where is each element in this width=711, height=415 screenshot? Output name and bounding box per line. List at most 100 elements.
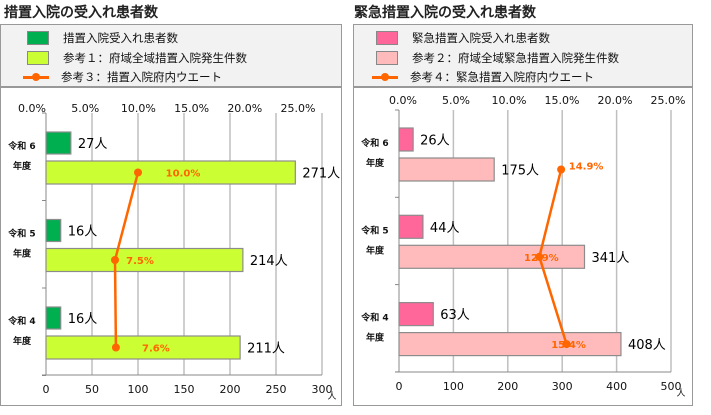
legend-item: 参考３：措置入院府内ウエート [1, 67, 222, 87]
category-label: 令和 5 [360, 224, 388, 236]
legend-item: 緊急措置入院受入れ患者数 [354, 28, 550, 48]
bar [398, 214, 424, 239]
bar-data-label: 26人 [420, 134, 450, 149]
legend-line-marker-icon [23, 71, 49, 83]
top-tick-label: 15.0% [545, 94, 580, 107]
top-tick-label: 0.0% [18, 102, 46, 115]
bar-data-label: 341人 [592, 251, 630, 266]
x-tick-label: 150 [174, 383, 195, 396]
chart-title: 措置入院の受入れ患者数 [4, 5, 158, 21]
x-tick-label: 300 [552, 380, 573, 393]
legend-swatch [27, 51, 49, 65]
legend-label: 措置入院受入れ患者数 [63, 31, 178, 45]
legend-swatch [376, 31, 398, 45]
category-label: 令和 4 [360, 312, 388, 324]
bar [398, 302, 434, 327]
x-tick-label: 400 [606, 380, 627, 393]
line-data-label: 14.9% [569, 162, 604, 173]
legend-label: 参考３：措置入院府内ウエート [61, 70, 222, 84]
line-point [535, 252, 544, 261]
bar-data-label: 44人 [430, 221, 460, 236]
bar [398, 332, 622, 357]
legend-item: 措置入院受入れ患者数 [1, 28, 178, 48]
x-tick-label: 100 [128, 383, 149, 396]
top-tick-label: 15.0% [174, 102, 209, 115]
top-tick-label: 5.0% [442, 94, 470, 107]
top-tick-label: 25.0% [281, 102, 316, 115]
legend-item: 参考２：府域全域緊急措置入院発生件数 [354, 48, 619, 68]
top-tick-label: 10.0% [121, 102, 156, 115]
x-tick-label: 100 [443, 380, 464, 393]
category-label: 令和 5 [7, 228, 35, 240]
bar-data-label: 16人 [68, 312, 98, 327]
top-tick-label: 25.0% [651, 94, 686, 107]
x-tick-label: 300 [312, 383, 333, 396]
category-label: 令和 4 [7, 315, 35, 327]
legend-swatch [27, 31, 49, 45]
category-label: 年度 [366, 157, 385, 169]
line-data-label: 10.0% [166, 169, 201, 180]
bar-data-label: 27人 [78, 137, 108, 152]
line-data-label: 7.5% [126, 256, 154, 267]
line-data-label: 7.6% [142, 344, 170, 355]
x-tick-label: 250 [266, 383, 287, 396]
legend-label: 参考２：府域全域緊急措置入院発生件数 [412, 51, 619, 65]
bar [45, 218, 62, 243]
legend-label: 参考１：府域全域措置入院発生件数 [63, 51, 247, 65]
category-label: 令和 6 [360, 137, 388, 149]
bar [45, 335, 241, 360]
category-label: 年度 [366, 332, 385, 344]
line-data-label: 15.4% [551, 340, 586, 351]
chart-panel-left: 措置入院の受入れ患者数 措置入院受入れ患者数 参考１：府域全域措置入院発生件数 … [0, 0, 345, 415]
category-label: 年度 [13, 335, 32, 347]
bar-data-label: 214人 [250, 254, 288, 269]
top-tick-label: 0.0% [389, 94, 417, 107]
line-data-label: 12.9% [524, 253, 559, 264]
bar [45, 160, 296, 185]
bar [45, 306, 62, 330]
top-tick-label: 20.0% [227, 102, 262, 115]
legend-line-marker-icon [372, 71, 398, 83]
top-tick-label: 10.0% [492, 94, 527, 107]
x-axis-unit: 人 [327, 391, 336, 402]
category-label: 年度 [13, 248, 32, 260]
top-tick-label: 20.0% [598, 94, 633, 107]
top-tick-label: 5.0% [71, 102, 99, 115]
x-tick-label: 200 [497, 380, 518, 393]
line-point [557, 165, 566, 174]
category-label: 年度 [366, 244, 385, 256]
bar [45, 131, 72, 155]
chart-title: 緊急措置入院の受入れ患者数 [354, 5, 536, 21]
bar-data-label: 271人 [302, 167, 340, 182]
bar-data-label: 175人 [501, 164, 539, 179]
x-tick-label: 50 [85, 383, 99, 396]
legend: 緊急措置入院受入れ患者数 参考２：府域全域緊急措置入院発生件数 参考４：緊急措置… [353, 24, 693, 87]
line-point [562, 340, 571, 349]
x-tick-label: 0 [43, 383, 50, 396]
bar-data-label: 63人 [440, 308, 470, 323]
bar [398, 127, 414, 152]
chart-panel-right: 緊急措置入院の受入れ患者数 緊急措置入院受入れ患者数 参考２：府域全域緊急措置入… [353, 0, 711, 415]
legend-label: 緊急措置入院受入れ患者数 [412, 31, 550, 45]
legend-label: 参考４：緊急措置入院府内ウエート [410, 70, 594, 84]
legend: 措置入院受入れ患者数 参考１：府域全域措置入院発生件数 参考３：措置入院府内ウエ… [0, 24, 342, 87]
bar [398, 157, 495, 182]
x-tick-label: 0 [396, 380, 403, 393]
line-point [111, 343, 120, 352]
bar [45, 247, 244, 273]
x-tick-label: 500 [661, 380, 682, 393]
x-axis-unit: 人 [676, 388, 685, 399]
bar-data-label: 408人 [628, 338, 666, 353]
bar [398, 244, 586, 269]
category-label: 年度 [13, 160, 32, 172]
line-point [111, 256, 119, 264]
bar-data-label: 211人 [247, 342, 285, 357]
legend-item: 参考１：府域全域措置入院発生件数 [1, 48, 247, 68]
legend-item: 参考４：緊急措置入院府内ウエート [354, 67, 594, 87]
line-point [134, 168, 142, 177]
category-label: 令和 6 [7, 140, 35, 152]
bar-data-label: 16人 [68, 225, 98, 240]
x-tick-label: 200 [220, 383, 241, 396]
